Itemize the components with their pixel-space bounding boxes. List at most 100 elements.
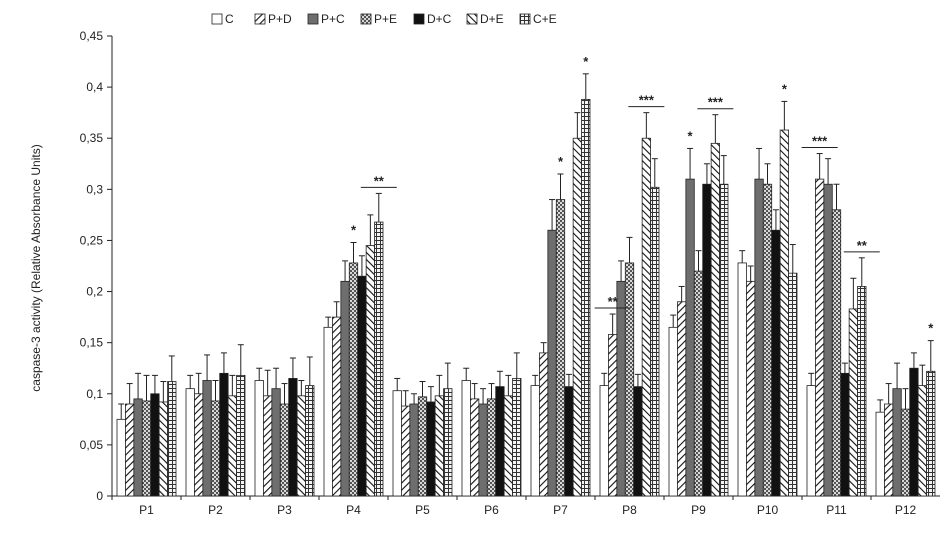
legend-label: D+C [427, 12, 452, 26]
bar [555, 199, 566, 497]
bar [815, 178, 825, 497]
bar [547, 229, 557, 497]
y-tick-label: 0,4 [86, 80, 103, 94]
legend-label: P+E [374, 12, 397, 26]
bar [668, 326, 678, 497]
bar [900, 408, 911, 497]
bar [263, 395, 273, 497]
bar [806, 385, 816, 497]
legend-swatch [466, 13, 478, 25]
bar [470, 398, 480, 497]
bar [194, 393, 204, 497]
bar [884, 403, 894, 497]
x-tick-label: P5 [415, 503, 430, 517]
bar [374, 221, 384, 497]
legend-swatch [519, 13, 531, 25]
x-tick-label: P2 [208, 503, 223, 517]
bar [158, 401, 168, 497]
bar [530, 385, 540, 497]
bar [564, 386, 574, 497]
bar [641, 137, 651, 497]
x-tick-label: P6 [484, 503, 499, 517]
y-tick-label: 0,25 [80, 233, 104, 247]
significance-markers: ********************* [351, 54, 934, 336]
legend-swatch [254, 13, 266, 25]
bar [254, 380, 264, 497]
bar [167, 381, 177, 497]
bar [434, 395, 444, 497]
bar [116, 418, 126, 497]
x-tick-label: P12 [895, 503, 917, 517]
significance-label: * [583, 54, 589, 69]
bar [581, 98, 591, 497]
bar [693, 270, 704, 497]
bar [443, 388, 453, 497]
bar [677, 301, 687, 497]
bar [599, 385, 609, 497]
legend-swatch [413, 13, 425, 25]
bar [608, 334, 618, 497]
bar [857, 286, 867, 497]
legend: C P+D P+C P+E D+C D+E C+E [211, 12, 557, 26]
bar [401, 405, 411, 497]
significance-label: ** [608, 294, 619, 309]
bar [650, 186, 660, 497]
bar [478, 403, 488, 497]
bar [426, 401, 436, 497]
bar [624, 262, 635, 497]
bar [133, 398, 143, 497]
bar [917, 385, 927, 497]
bar [210, 400, 221, 497]
significance-label: * [351, 222, 357, 237]
y-tick-label: 0,2 [86, 285, 103, 299]
y-tick-label: 0 [96, 489, 103, 503]
bar [831, 209, 842, 497]
bar [539, 352, 549, 497]
significance-label: * [558, 154, 564, 169]
x-tick-label: P11 [826, 503, 847, 517]
bar [512, 378, 522, 497]
legend-label: P+D [268, 12, 292, 26]
bar [417, 396, 428, 497]
bar [125, 403, 135, 497]
bar [288, 378, 298, 497]
legend-label: P+C [321, 12, 345, 26]
bar [486, 398, 497, 497]
bar [719, 183, 729, 497]
bar [271, 388, 281, 497]
bar [185, 388, 195, 497]
x-tick-label: P3 [277, 503, 292, 517]
axes: 0 0,05 0,1 0,15 0,2 0,25 0,3 0,35 0,4 0,45 P1 P2 P3 P… [80, 29, 940, 517]
x-tick-label: P10 [757, 503, 779, 517]
bar [332, 316, 342, 497]
bar [710, 142, 720, 497]
bar [633, 386, 643, 497]
legend-swatch [211, 13, 223, 25]
y-tick-label: 0,3 [86, 182, 103, 196]
bar [348, 262, 359, 497]
legend-label: C+E [533, 12, 557, 26]
y-tick-label: 0,05 [80, 438, 104, 452]
bar [227, 395, 237, 497]
bar [296, 395, 306, 497]
bar [926, 370, 936, 497]
bar [279, 403, 290, 497]
bar [737, 262, 747, 497]
bar [572, 137, 582, 497]
bar [779, 129, 789, 497]
bar [616, 280, 626, 497]
bar [357, 275, 367, 497]
y-tick-label: 0,15 [80, 336, 104, 350]
bar [823, 183, 833, 497]
bars [116, 73, 936, 497]
y-tick-label: 0,35 [80, 131, 104, 145]
x-tick-label: P1 [139, 503, 154, 517]
legend-label: C [225, 12, 234, 26]
legend-swatch [360, 13, 372, 25]
bar [503, 395, 513, 497]
bar [365, 245, 375, 497]
bar [409, 403, 419, 497]
bar [754, 178, 764, 497]
x-tick-label: P8 [622, 503, 637, 517]
